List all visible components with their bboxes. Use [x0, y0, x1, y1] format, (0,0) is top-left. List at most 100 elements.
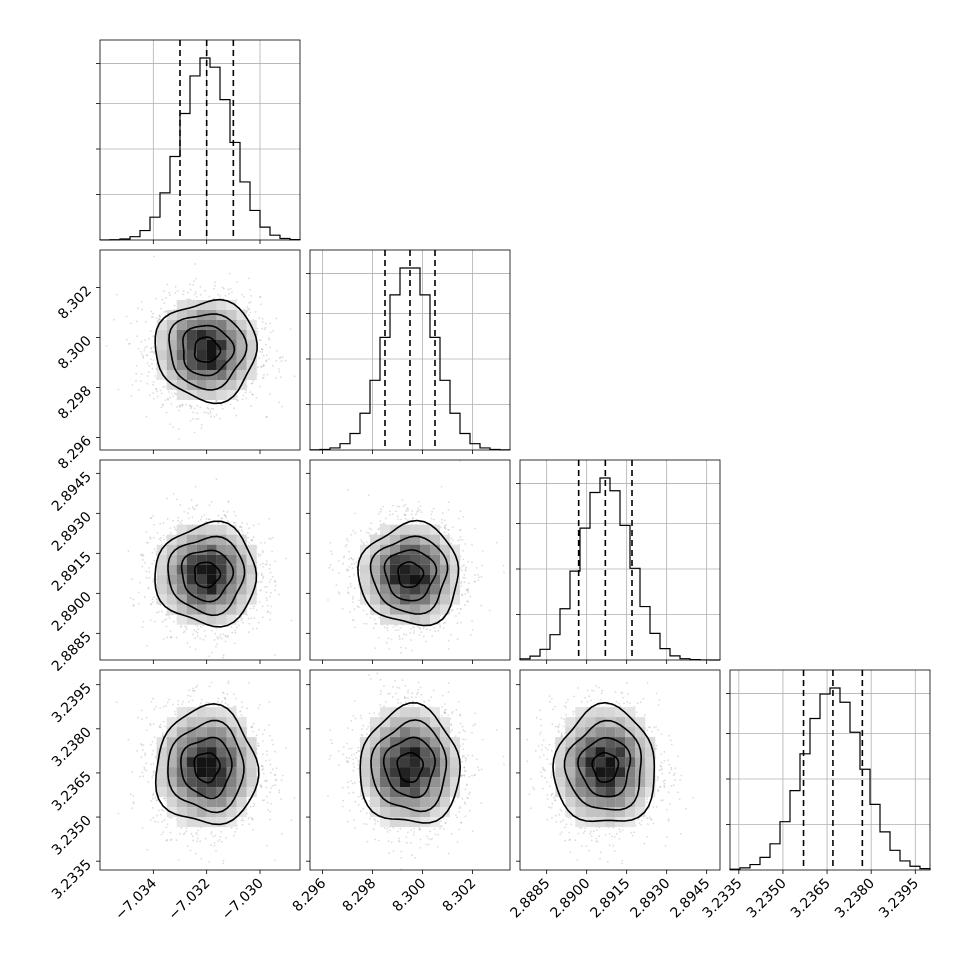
- sample-point: [177, 428, 180, 430]
- sample-point: [273, 580, 276, 582]
- sample-point: [173, 304, 176, 307]
- sample-point: [146, 354, 148, 356]
- sample-point: [262, 566, 264, 568]
- sample-point: [191, 417, 194, 420]
- sample-point: [269, 571, 272, 574]
- sample-point: [148, 570, 151, 573]
- density-cell: [226, 350, 237, 360]
- sample-point: [168, 615, 171, 617]
- density-cell: [196, 564, 207, 575]
- sample-point: [227, 520, 229, 522]
- sample-point: [185, 298, 188, 301]
- sample-point: [188, 517, 190, 520]
- sample-point: [152, 392, 155, 394]
- sample-point: [456, 638, 459, 641]
- sample-point: [225, 516, 227, 519]
- sample-point: [474, 527, 476, 530]
- sample-point: [180, 404, 183, 407]
- sample-point: [115, 293, 118, 296]
- sample-point: [261, 317, 264, 320]
- sample-point: [270, 605, 273, 608]
- sample-point: [196, 405, 199, 407]
- panel-1-1: [306, 249, 511, 454]
- sample-point: [146, 362, 149, 364]
- sample-point: [231, 631, 234, 634]
- sample-point: [205, 411, 208, 414]
- sample-point: [152, 335, 155, 337]
- sample-point: [289, 328, 292, 330]
- sample-point: [221, 407, 224, 410]
- sample-point: [141, 553, 144, 556]
- sample-point: [188, 404, 191, 407]
- sample-point: [204, 289, 207, 292]
- density-cell: [156, 564, 167, 575]
- sample-point: [190, 499, 193, 502]
- sample-point: [252, 524, 255, 527]
- sample-point: [199, 625, 202, 628]
- sample-point: [269, 331, 272, 334]
- sample-point: [195, 291, 197, 293]
- sample-point: [182, 631, 185, 634]
- sample-point: [158, 538, 161, 540]
- sample-point: [257, 581, 259, 584]
- sample-point: [162, 404, 165, 407]
- sample-point: [268, 339, 271, 341]
- sample-point: [233, 407, 235, 410]
- sample-point: [196, 625, 199, 628]
- sample-point: [161, 621, 164, 623]
- sample-point: [144, 339, 147, 341]
- sample-point: [194, 637, 197, 640]
- sample-point: [268, 337, 270, 340]
- sample-point: [219, 417, 222, 420]
- density-cell: [206, 614, 217, 625]
- sample-point: [257, 366, 259, 369]
- sample-point: [148, 337, 150, 340]
- sample-point: [199, 637, 202, 640]
- sample-point: [192, 411, 195, 414]
- sample-point: [178, 404, 181, 407]
- sample-point: [266, 373, 269, 376]
- sample-point: [203, 411, 206, 414]
- sample-point: [217, 637, 219, 640]
- sample-point: [251, 382, 254, 385]
- sample-point: [142, 558, 144, 561]
- sample-point: [258, 357, 260, 360]
- sample-point: [284, 359, 287, 362]
- sample-point: [145, 570, 148, 573]
- sample-point: [249, 391, 252, 393]
- sample-point: [165, 297, 168, 299]
- sample-point: [189, 405, 192, 407]
- sample-point: [268, 567, 271, 570]
- sample-point: [148, 394, 151, 397]
- sample-point: [148, 567, 151, 569]
- sample-point: [185, 403, 188, 406]
- sample-point: [413, 629, 415, 632]
- sample-point: [153, 559, 156, 562]
- sample-point: [395, 510, 397, 513]
- sample-point: [280, 360, 283, 362]
- sample-point: [176, 406, 179, 408]
- sample-point: [261, 377, 264, 380]
- sample-point: [220, 404, 223, 406]
- sample-point: [152, 397, 155, 400]
- sample-point: [174, 285, 177, 288]
- sample-point: [166, 518, 169, 520]
- sample-point: [278, 593, 280, 596]
- sample-point: [178, 405, 181, 408]
- sample-point: [196, 412, 199, 414]
- sample-point: [193, 407, 196, 410]
- sample-point: [217, 514, 220, 517]
- sample-point: [275, 350, 278, 352]
- y-tick-label: 2.8930: [49, 509, 95, 555]
- sample-point: [135, 364, 138, 367]
- sample-point: [145, 576, 148, 579]
- sample-point: [153, 352, 155, 355]
- sample-point: [155, 317, 158, 320]
- sample-point: [241, 530, 244, 533]
- sample-point: [404, 503, 407, 506]
- sample-point: [263, 585, 266, 588]
- sample-point: [183, 510, 186, 513]
- sample-point: [271, 550, 273, 553]
- sample-point: [185, 626, 188, 629]
- density-cell: [226, 544, 237, 555]
